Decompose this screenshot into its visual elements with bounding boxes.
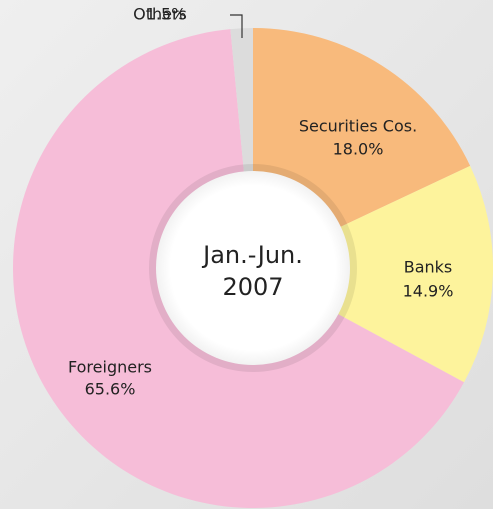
center-label: Jan.-Jun. bbox=[201, 241, 303, 269]
slice bbox=[230, 28, 253, 177]
labels: Securities Cos. 18.0% Banks 14.9% Foreigners… bbox=[68, 5, 453, 399]
slice bbox=[253, 28, 471, 229]
slice bbox=[333, 165, 493, 383]
slice-label: Foreigners bbox=[68, 358, 152, 377]
slice-value: 14.9% bbox=[403, 282, 454, 301]
leader-line bbox=[230, 14, 243, 38]
slice bbox=[13, 29, 465, 509]
slice-value: 1.5% bbox=[146, 5, 187, 24]
slices bbox=[13, 28, 493, 509]
slice-label: Others bbox=[133, 5, 187, 24]
slice-label: Securities Cos. bbox=[299, 117, 417, 136]
slice-label: Banks bbox=[404, 258, 453, 277]
slice-value: 65.6% bbox=[85, 380, 136, 399]
hole bbox=[156, 171, 350, 365]
center-label: 2007 bbox=[222, 273, 283, 301]
slice-value: 18.0% bbox=[333, 140, 384, 159]
